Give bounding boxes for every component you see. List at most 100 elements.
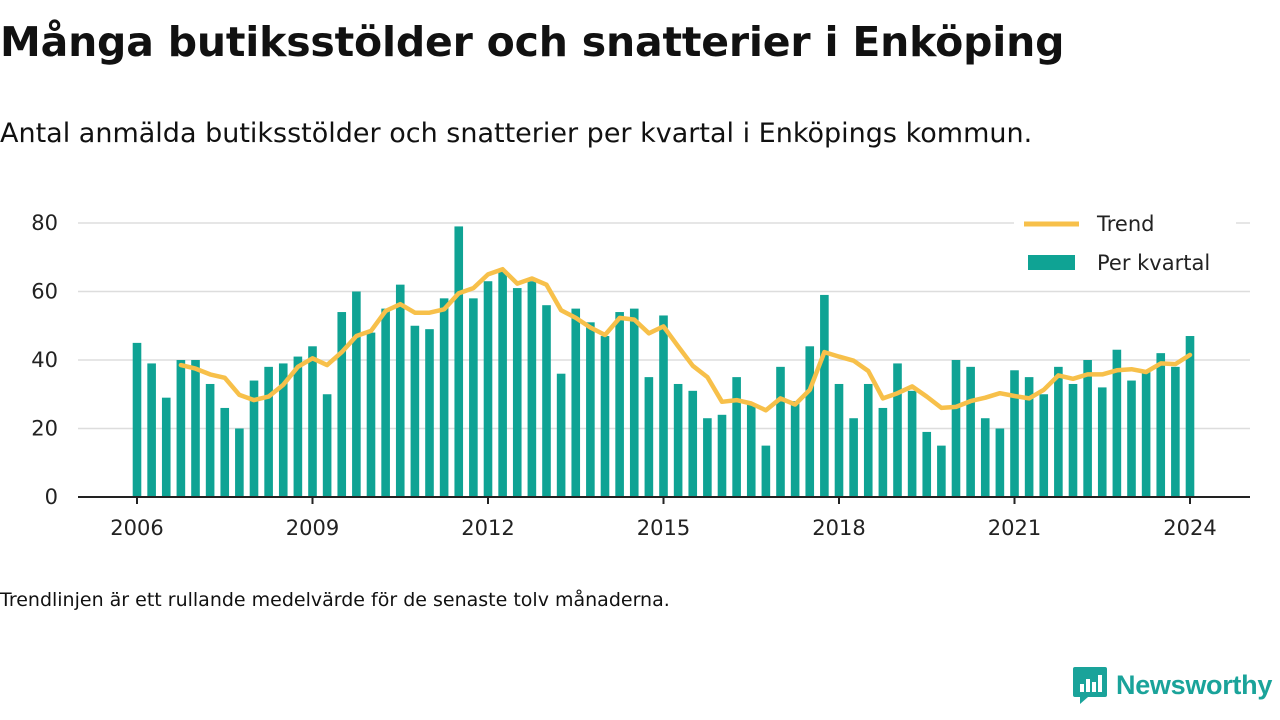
bar-2021-k3	[1039, 394, 1049, 497]
bar-2009-k2	[322, 394, 332, 497]
bar-2009-k1	[308, 346, 317, 497]
bar-2007-k4	[235, 428, 244, 497]
bar-2017-k3	[805, 346, 815, 497]
y-tick-label: 80	[31, 211, 58, 235]
bar-2014-k3	[629, 308, 639, 497]
y-tick-label: 20	[31, 417, 58, 441]
chart-title: Många butiksstölder och snatterier i Enk…	[0, 18, 1065, 66]
trend-line	[178, 266, 1193, 413]
brand-logo: Newsworthy	[1072, 664, 1272, 706]
x-tick-label: 2006	[110, 516, 163, 540]
bar-2023-k4	[1171, 366, 1180, 497]
bar-2014-k2	[615, 312, 624, 497]
bar-2007-k2	[205, 383, 215, 497]
bar-2006-k2	[147, 363, 156, 497]
bar-2012-k1	[483, 281, 493, 497]
y-axis-ticks: 0 20 40 60 80	[31, 211, 58, 509]
bar-2018-k3	[863, 383, 873, 497]
bar-2019-k3	[922, 431, 932, 497]
legend: Trend Per kvartal	[1014, 212, 1236, 284]
bar-2015-k2	[673, 383, 683, 497]
bar-2008-k3	[278, 363, 288, 497]
bar-2009-k4	[352, 291, 361, 497]
bar-2011-k3	[454, 226, 464, 498]
bar-2021-k1	[1010, 370, 1019, 497]
bar-2020-k1	[951, 360, 961, 497]
x-tick-label: 2024	[1163, 516, 1216, 540]
bar-2012-k4	[527, 281, 537, 497]
bar-2015-k4	[703, 418, 712, 497]
bar-2018-k2	[849, 418, 858, 497]
bar-2023-k3	[1156, 353, 1166, 497]
bar-2017-k4	[820, 294, 829, 497]
bar-2020-k4	[995, 428, 1005, 497]
bar-2021-k4	[1054, 366, 1063, 497]
bar-2008-k2	[264, 366, 273, 497]
bar-2009-k3	[337, 312, 347, 497]
bar-2008-k4	[293, 356, 303, 497]
bar-2006-k1	[132, 342, 142, 497]
bar-2022-k4	[1112, 349, 1122, 497]
bar-2015-k1	[659, 315, 668, 497]
legend-trend-label: Trend	[1096, 212, 1154, 236]
bars	[132, 226, 1195, 498]
y-tick-label: 0	[45, 485, 58, 509]
bar-2013-k1	[542, 305, 551, 497]
bar-2014-k1	[600, 336, 610, 497]
bar-2024-k1	[1185, 336, 1195, 497]
bar-2012-k2	[498, 270, 507, 497]
bar-2016-k1	[717, 414, 727, 497]
x-axis-ticks: 2006 2009 2012 2015 2018 2021 2024	[110, 497, 1217, 540]
y-tick-label: 40	[31, 348, 58, 372]
bar-2020-k2	[966, 366, 975, 497]
footnote: Trendlinjen är ett rullande medelvärde f…	[0, 589, 670, 611]
bar-2010-k4	[410, 325, 420, 497]
bar-2017-k2	[790, 401, 800, 497]
bar-2013-k2	[556, 373, 566, 497]
bar-2022-k3	[1097, 387, 1107, 497]
chart: 0 20 40 60 80 2006 2009 2012 2015 2018 2021 2024 T…	[31, 211, 1250, 540]
bar-2016-k3	[746, 404, 756, 497]
bar-2013-k3	[571, 308, 581, 497]
bar-2019-k1	[893, 363, 902, 497]
bar-2022-k1	[1068, 383, 1078, 497]
bar-2007-k1	[191, 360, 200, 497]
bar-2012-k3	[512, 288, 522, 497]
x-tick-label: 2015	[637, 516, 690, 540]
bar-2015-k3	[688, 390, 698, 497]
bar-2008-k1	[249, 380, 259, 497]
brand-name: Newsworthy	[1116, 669, 1273, 700]
bar-2006-k4	[176, 360, 186, 497]
x-tick-label: 2021	[988, 516, 1041, 540]
chart-subtitle: Antal anmälda butiksstölder och snatteri…	[0, 118, 1033, 149]
bar-2022-k2	[1083, 360, 1092, 497]
bar-2010-k1	[366, 332, 376, 497]
x-tick-label: 2012	[461, 516, 514, 540]
bar-2010-k3	[395, 284, 405, 497]
bar-2010-k2	[381, 308, 390, 497]
x-tick-label: 2018	[812, 516, 865, 540]
x-tick-label: 2009	[286, 516, 339, 540]
bar-2023-k1	[1127, 380, 1136, 497]
bar-2011-k1	[425, 329, 434, 497]
trend-series	[178, 266, 1193, 413]
newsworthy-logo-icon	[1073, 667, 1107, 704]
legend-bar-label: Per kvartal	[1097, 251, 1210, 275]
bar-2013-k4	[586, 322, 595, 497]
bar-2020-k3	[980, 418, 990, 497]
bar-2014-k4	[644, 377, 654, 497]
bar-2018-k4	[878, 407, 888, 497]
bar-2023-k2	[1141, 370, 1151, 497]
y-tick-label: 60	[31, 280, 58, 304]
bar-2016-k4	[761, 445, 771, 497]
bar-2021-k2	[1024, 377, 1034, 497]
bar-2011-k4	[469, 298, 478, 497]
bar-2017-k1	[776, 366, 785, 497]
bar-2006-k3	[161, 397, 171, 497]
bar-2018-k1	[834, 383, 844, 497]
bar-2011-k2	[439, 298, 449, 497]
bar-2019-k2	[907, 390, 917, 497]
bar-2016-k2	[732, 377, 741, 497]
bar-2007-k3	[220, 407, 230, 497]
legend-bar-swatch	[1028, 255, 1075, 270]
